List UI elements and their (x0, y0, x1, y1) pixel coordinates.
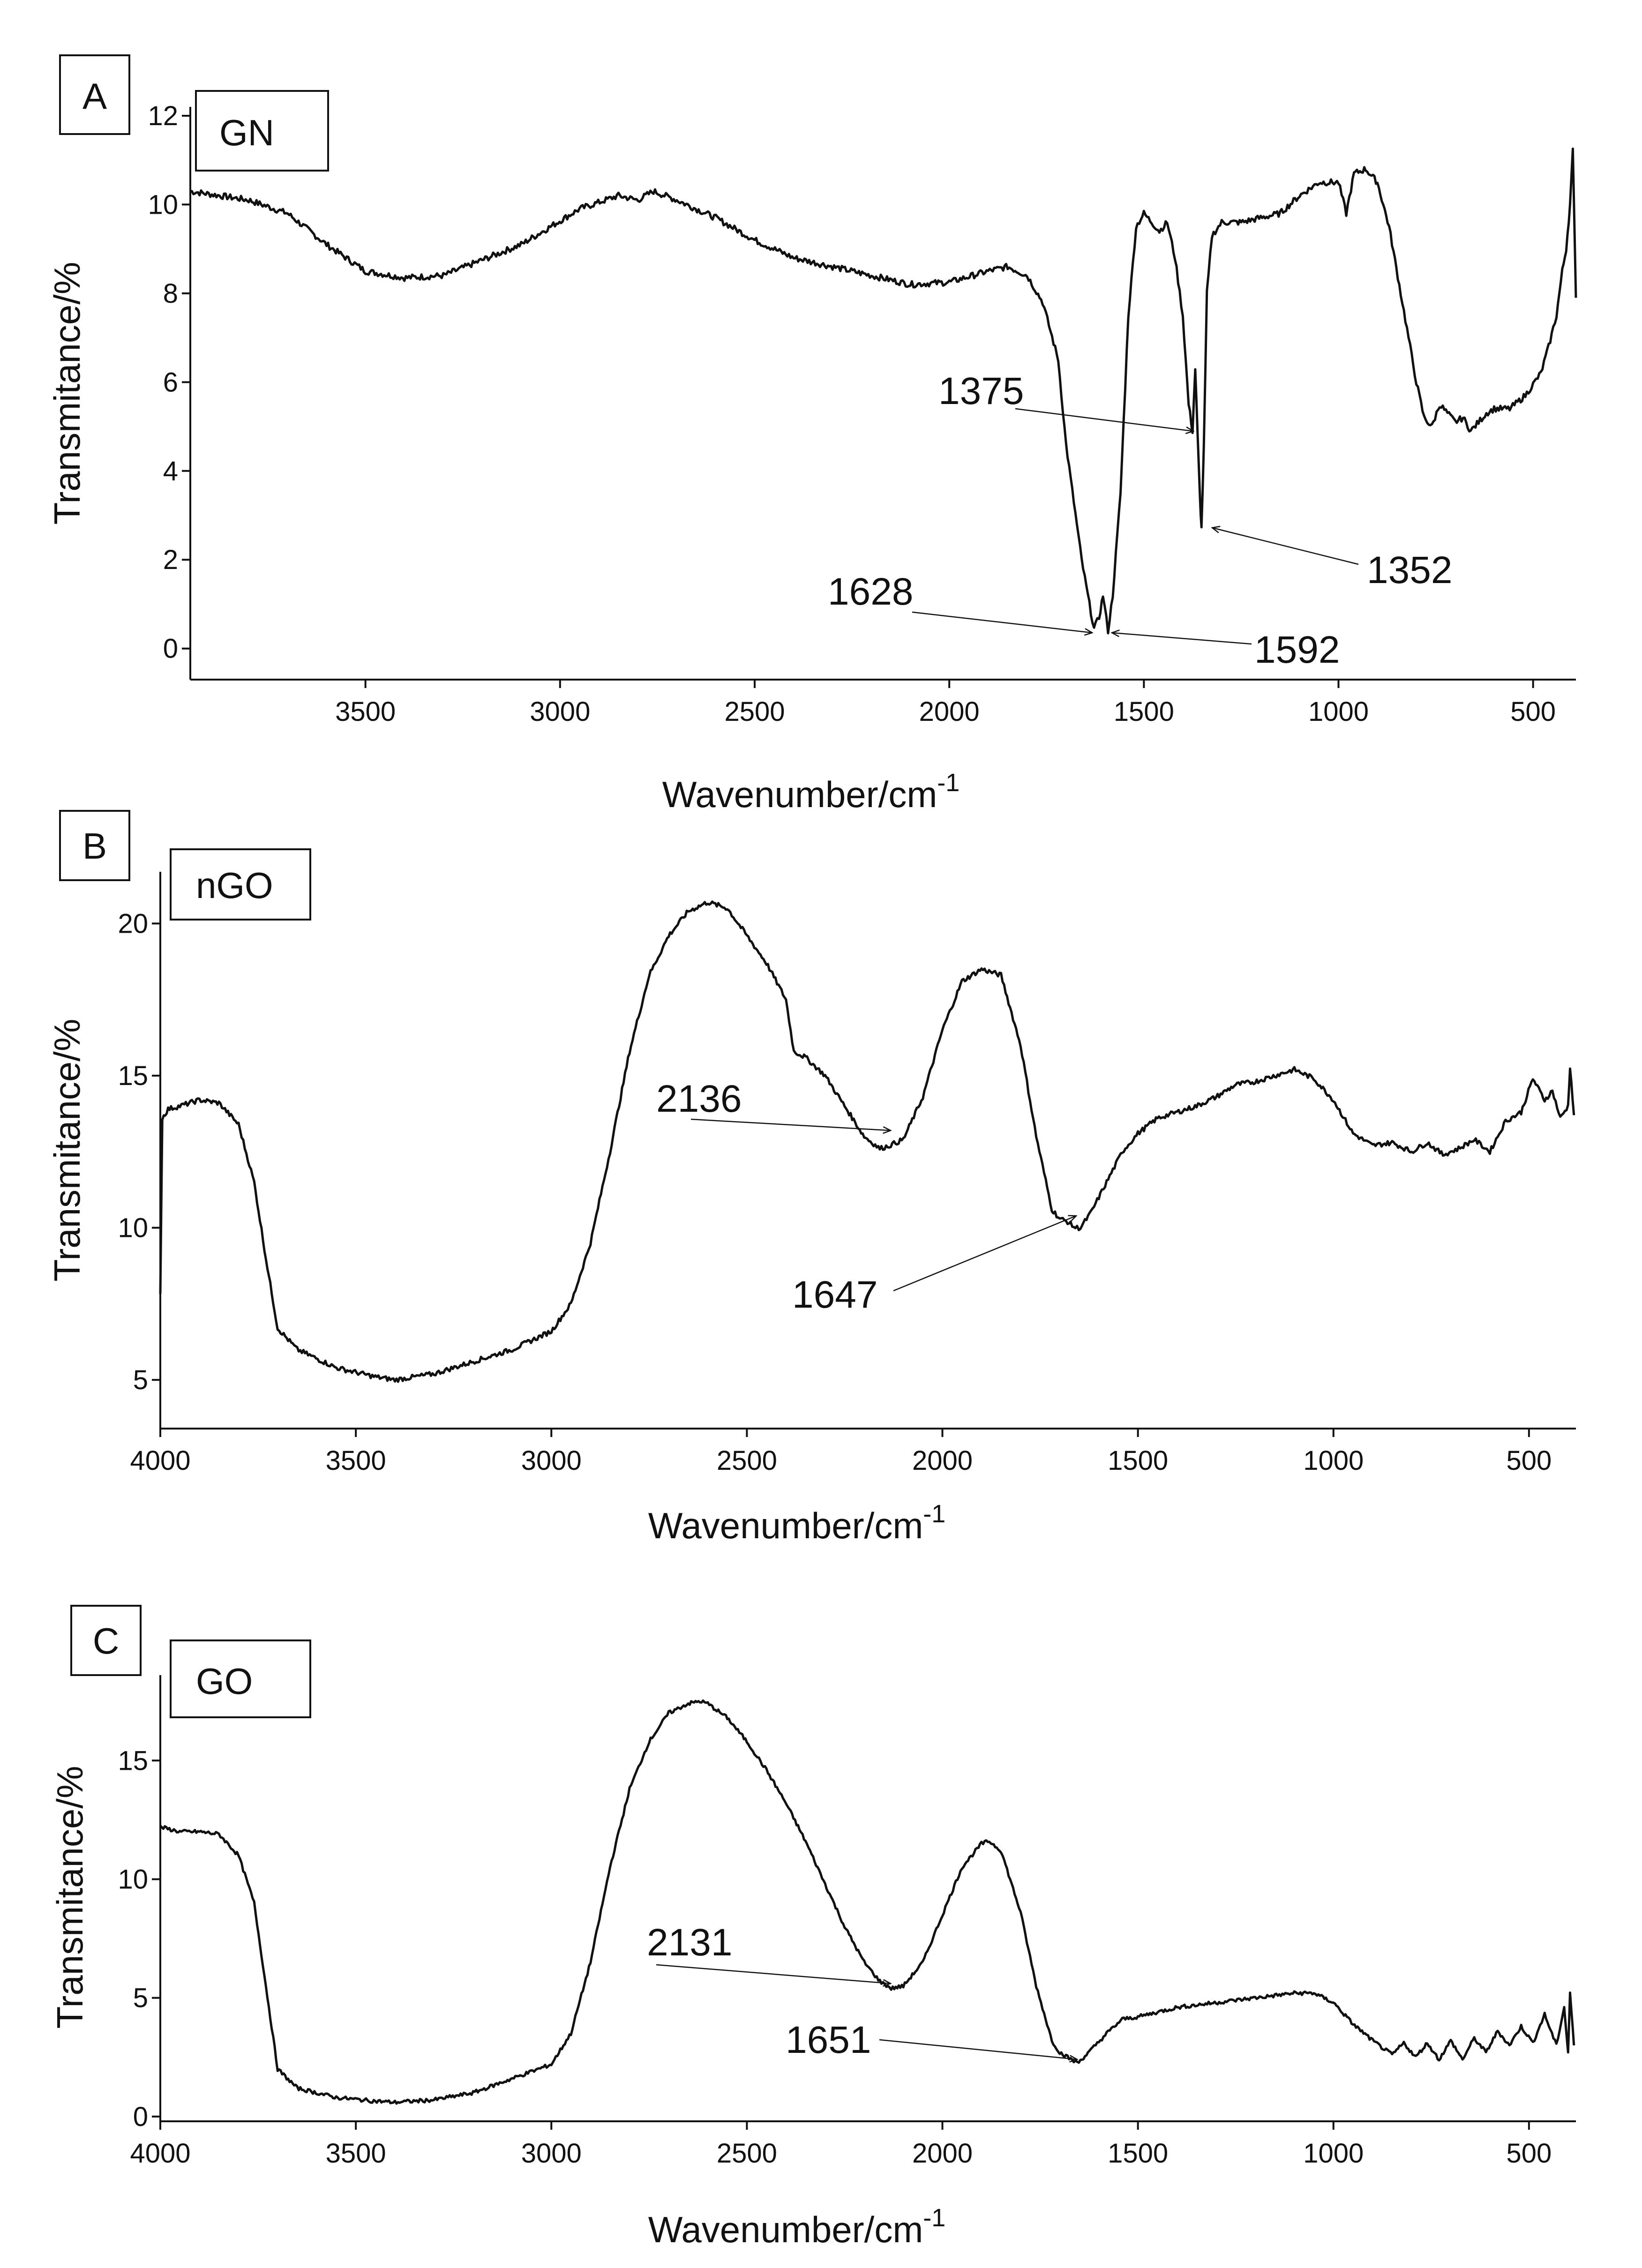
panel-b-x-tick-label: 1500 (1108, 1445, 1168, 1476)
panel-a-sample-box (195, 90, 329, 172)
panel-a-arrow-1592 (1112, 633, 1252, 645)
panel-a-x-axis-label-superscript: -1 (937, 769, 960, 797)
panel-a-y-tick-label: 2 (163, 545, 178, 575)
panel-a-sample-label: GN (219, 112, 274, 153)
panel-b-annotation-2136: 2136 (656, 1078, 891, 1130)
panel-c-x-tick-label: 4000 (130, 2138, 190, 2169)
panel-c-letter: C (93, 1620, 119, 1662)
panel-a-peak-label-1352: 1352 (1367, 549, 1452, 591)
panel-a-x-tick-label: 1000 (1308, 696, 1369, 727)
panel-a-x-tick-label: 2500 (724, 696, 785, 727)
panel-b-x-tick-label: 3000 (521, 1445, 582, 1476)
panel-b-sample-label: nGO (196, 865, 273, 906)
panel-a-x-axis-label: Wavenumber/cm-1 (662, 769, 960, 815)
panel-a-x-tick-label: 3000 (530, 696, 590, 727)
panel-b-x-tick-label: 2500 (717, 1445, 777, 1476)
panel-b-peak-label-1647: 1647 (792, 1273, 877, 1316)
panel-b-letter: B (82, 825, 107, 867)
panel-c-peak-label-2131: 2131 (647, 1921, 732, 1964)
panel-c-go-spectrum (159, 1699, 1575, 2105)
panel-c-x-tick-label: 2500 (717, 2138, 777, 2169)
panel-c-x-axis-label: Wavenumber/cm-1 (648, 2204, 946, 2250)
panel-a-peak-label-1592: 1592 (1254, 629, 1340, 671)
panel-a-y-tick-label: 0 (163, 634, 178, 664)
panel-c-x-tick-label: 1500 (1108, 2138, 1168, 2169)
panel-a-x-tick-label: 3500 (335, 696, 396, 727)
panel-a-letter-box (59, 54, 130, 135)
panel-b-letter-box (59, 810, 130, 881)
panel-a-x-tick-label: 1500 (1114, 696, 1174, 727)
panel-c-x-ticks: 4000 3500 3000 2500 2000 1500 1000 500 (130, 2121, 1552, 2169)
panel-c-x-axis-label-superscript: -1 (923, 2204, 945, 2232)
panel-a-x-tick-label: 500 (1510, 696, 1556, 727)
panel-a-letter: A (82, 75, 107, 117)
panel-b-y-axis-label: Transmitance/% (46, 1019, 88, 1282)
panel-b-y-tick-label: 5 (133, 1365, 148, 1395)
panel-c-x-tick-label: 1000 (1303, 2138, 1364, 2169)
panel-a-y-tick-label: 8 (163, 278, 178, 309)
panel-c-y-axis-label: Transmitance/% (49, 1766, 90, 2029)
panel-b-peak-label-2136: 2136 (656, 1078, 742, 1120)
panel-a-annotation-1352: 1352 (1212, 528, 1452, 591)
panel-a: A GN 0 2 4 6 8 10 12 3500 3000 2500 2000 1500 1000 5… (46, 54, 1577, 815)
panel-a-y-tick-label: 10 (148, 189, 178, 220)
panel-b-x-tick-label: 1000 (1303, 1445, 1364, 1476)
panel-b-y-tick-label: 10 (118, 1213, 148, 1243)
panel-a-x-axis-label-text: Wavenumber/cm (662, 774, 937, 815)
panel-b-sample-box (170, 848, 311, 921)
panel-b-x-ticks: 4000 3500 3000 2500 2000 1500 1000 500 (130, 1429, 1552, 1476)
panel-b-arrow-1647 (893, 1216, 1076, 1292)
panel-c-annotation-2131: 2131 (647, 1921, 891, 1984)
panel-a-y-tick-label: 6 (163, 367, 178, 397)
panel-b-y-ticks: 5 10 15 20 (118, 908, 160, 1395)
panel-b-x-axis-label-superscript: -1 (923, 1500, 945, 1528)
panel-a-y-axis-label: Transmitance/% (46, 262, 88, 525)
panel-a-x-ticks: 3500 3000 2500 2000 1500 1000 500 (335, 680, 1556, 727)
panel-a-annotation-1375: 1375 (938, 370, 1193, 431)
panel-c-letter-box (70, 1605, 142, 1676)
panel-a-gn-spectrum (190, 147, 1577, 635)
panel-b-x-tick-label: 4000 (130, 1445, 190, 1476)
panel-a-y-tick-label: 4 (163, 456, 178, 487)
panel-b: B nGO 5 10 15 20 4000 3500 3000 2500 2000 1500 10… (46, 810, 1576, 1546)
panel-b-x-tick-label: 2000 (912, 1445, 973, 1476)
panel-c-x-tick-label: 2000 (912, 2138, 973, 2169)
panel-b-x-axis-label: Wavenumber/cm-1 (648, 1500, 946, 1546)
panel-b-y-tick-label: 20 (118, 908, 148, 939)
panel-c-sample-label: GO (196, 1661, 253, 1702)
panel-c-y-tick-label: 0 (133, 2102, 148, 2132)
panel-c-arrow-2131 (656, 1964, 891, 1984)
panel-c-y-ticks: 0 5 10 15 (118, 1745, 160, 2132)
panel-c-x-tick-label: 3500 (326, 2138, 386, 2169)
panel-c-x-axis-label-text: Wavenumber/cm (648, 2209, 923, 2250)
panel-a-x-tick-label: 2000 (919, 696, 980, 727)
panel-c-y-tick-label: 10 (118, 1864, 148, 1894)
panel-c-y-tick-label: 15 (118, 1745, 148, 1776)
panel-a-annotation-1592: 1592 (1112, 629, 1340, 671)
panel-c-arrow-1651 (879, 2039, 1077, 2059)
panel-b-x-axis-label-text: Wavenumber/cm (648, 1505, 923, 1546)
panel-c: C GO 0 5 10 15 4000 3500 3000 2500 2000 1500 1000… (49, 1605, 1576, 2250)
panel-a-arrow-1352 (1212, 528, 1359, 565)
panel-c-y-tick-label: 5 (133, 1983, 148, 2014)
panel-a-arrow-1628 (912, 611, 1092, 633)
panel-c-peak-label-1651: 1651 (786, 2019, 871, 2061)
panel-c-sample-box (170, 1639, 311, 1718)
panel-a-annotation-1628: 1628 (828, 570, 1092, 633)
panel-b-y-tick-label: 15 (118, 1061, 148, 1091)
panel-a-y-tick-label: 12 (148, 101, 178, 131)
panel-c-x-tick-label: 3000 (521, 2138, 582, 2169)
panel-a-peak-label-1375: 1375 (938, 370, 1024, 412)
panel-a-peak-label-1628: 1628 (828, 570, 913, 613)
panel-c-x-tick-label: 500 (1506, 2138, 1552, 2169)
panel-b-x-tick-label: 3500 (326, 1445, 386, 1476)
panel-a-arrow-1375 (1015, 408, 1193, 431)
panel-b-annotation-1647: 1647 (792, 1216, 1076, 1316)
panel-b-ngo-spectrum (159, 900, 1575, 1383)
panel-b-x-tick-label: 500 (1506, 1445, 1552, 1476)
panel-a-y-ticks: 0 2 4 6 8 10 12 (148, 101, 190, 664)
panel-c-annotation-1651: 1651 (786, 2019, 1077, 2061)
panel-b-arrow-2136 (690, 1118, 891, 1130)
